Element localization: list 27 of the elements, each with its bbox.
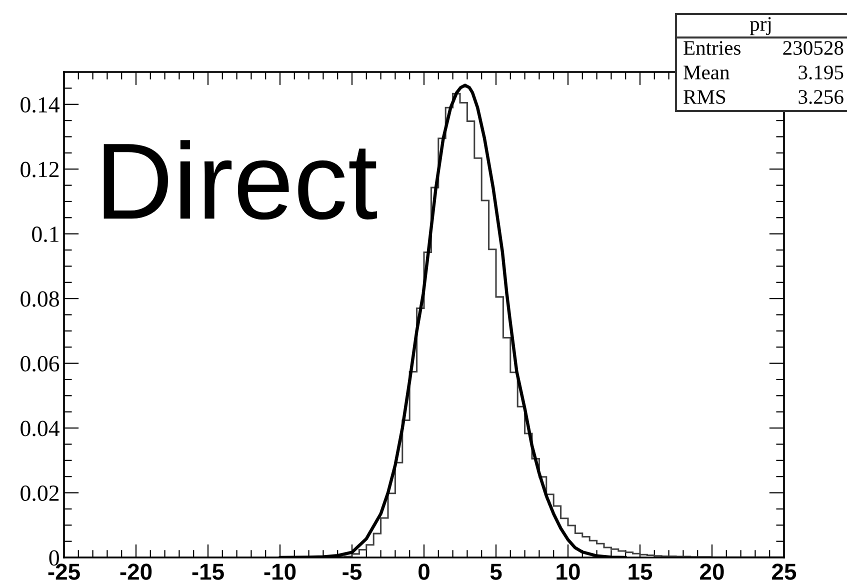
x-tick-label: -20 [120,564,152,580]
text: prj [750,17,771,36]
x-tick-label: 0 [418,564,430,580]
y-tick-label: 0 [49,550,59,566]
text: 230528 [783,41,844,55]
x-tick-label: -5 [342,564,362,580]
x-tick-label: 25 [772,564,796,580]
y-tick-label: 0.08 [20,291,59,307]
y-tick-label: 0.1 [32,226,58,242]
y-tick-label: 0.04 [20,420,60,436]
text: 3.256 [798,90,844,104]
y-tick-label: 0.06 [20,356,60,372]
y-tick-label: 0.12 [20,162,59,178]
x-tick-label: 15 [628,564,652,580]
annotation: Direct [104,140,378,220]
x-tick-label: -25 [48,564,80,580]
x-tick-label: 5 [490,564,502,580]
text: 3.195 [798,66,844,80]
annotation: Mean [684,66,730,80]
x-tick-label: -10 [264,564,296,580]
annotation: RMS [684,90,726,104]
x-tick-label: 20 [700,564,724,580]
x-tick-label: -15 [192,564,224,580]
y-tick-label: 0.14 [20,97,60,113]
x-tick-label: 10 [556,564,580,580]
y-tick-label: 0.02 [20,485,59,502]
text: Entries [684,41,740,55]
